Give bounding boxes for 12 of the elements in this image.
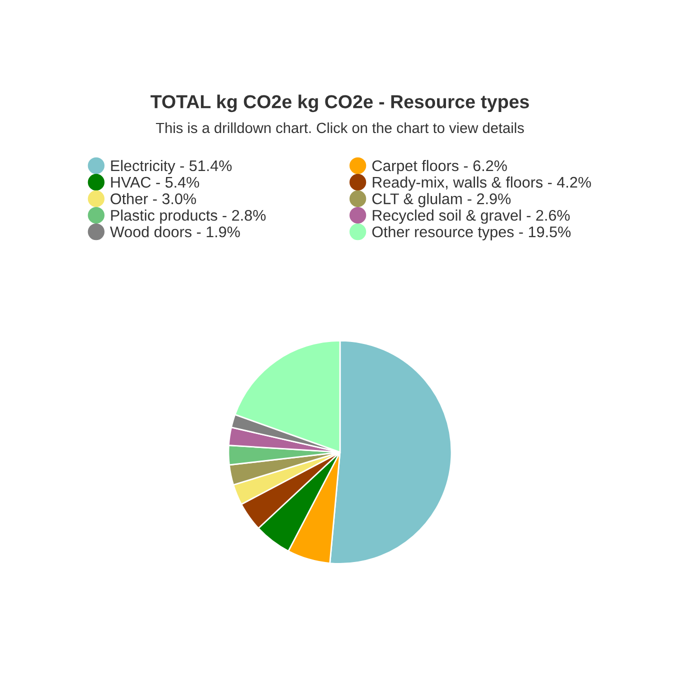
legend-label: Electricity - 51.4% [111,160,232,174]
legend-label: Recycled soil & gravel - 2.6% [372,210,570,224]
legend-label: CLT & glulam - 2.9% [372,193,511,208]
legend-label: Plastic products - 2.8% [111,210,266,224]
chart-title: TOTAL kg CO2e kg CO2e - Resource types [150,94,529,112]
legend-label: Carpet floors - 6.2% [372,160,507,174]
legend-label: Other resource types - 19.5% [372,226,571,240]
chart-subtitle: This is a drilldown chart. Click on the chart to view details [156,122,524,134]
legend-label: Wood doors - 1.9% [110,226,240,238]
legend-label: Ready-mix, walls & floors - 4.2% [372,176,591,191]
legend-label: HVAC - 5.4% [111,176,200,188]
legend-label: Other - 3.0% [110,193,196,204]
